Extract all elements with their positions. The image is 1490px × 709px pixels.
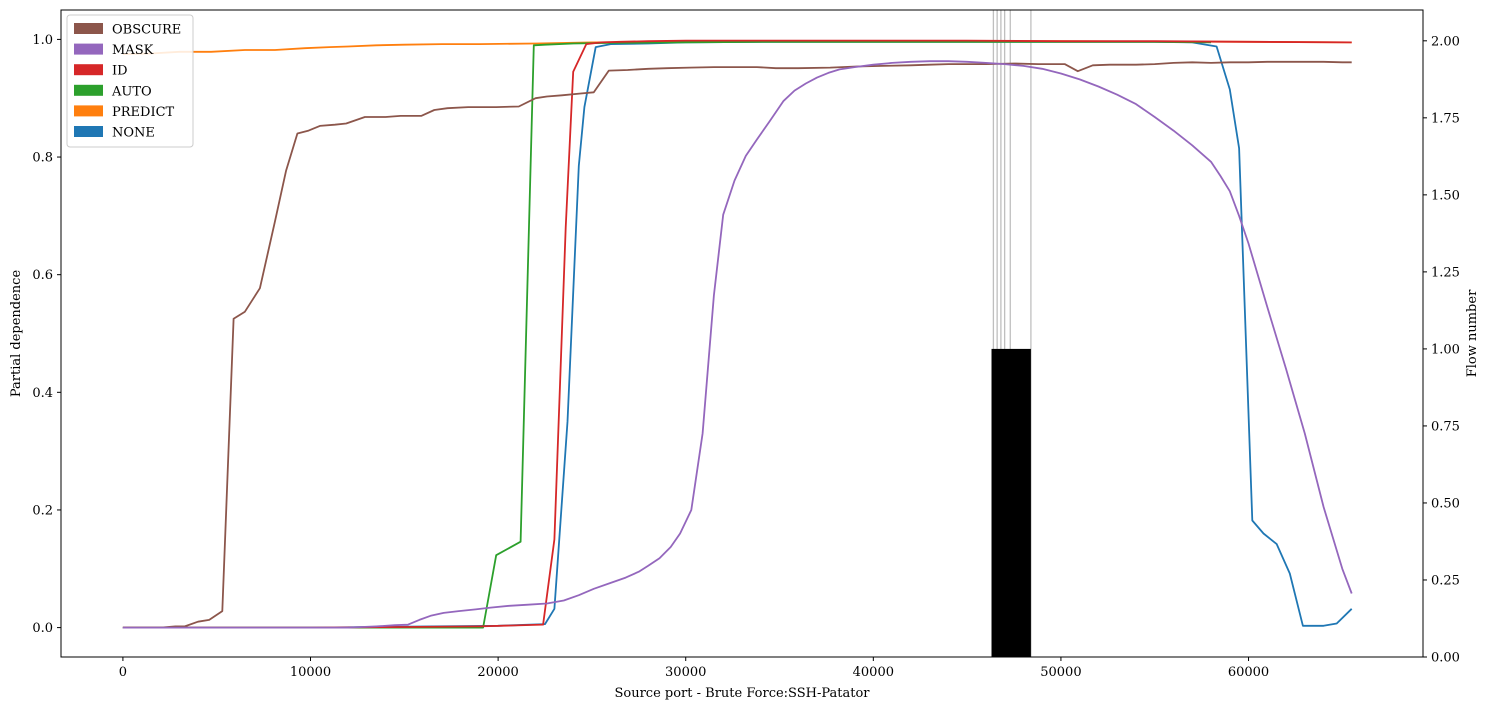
x-tick-label: 20000 (477, 665, 518, 680)
legend-label: ID (112, 64, 128, 79)
x-tick-label: 50000 (1040, 665, 1081, 680)
y2-axis-label: Flow number (1465, 289, 1480, 377)
y2-tick-label: 0.00 (1431, 651, 1460, 666)
legend-label: AUTO (111, 84, 152, 99)
y2-tick-label: 0.75 (1431, 419, 1460, 434)
series-line-none (122, 40, 1353, 629)
y2-tick-label: 0.25 (1431, 573, 1460, 588)
y2-tick-label: 1.50 (1431, 188, 1460, 203)
x-tick-label: 40000 (853, 665, 894, 680)
y-axis-right: 0.00 0.25 0.50 0.75 1.00 1.25 1.50 1.75 2.00 (1423, 34, 1460, 666)
series-line-auto (122, 40, 1212, 629)
legend-swatch (74, 23, 103, 34)
y-tick-label: 0.0 (32, 621, 53, 636)
series-line-id (122, 39, 1352, 629)
y2-tick-label: 2.00 (1431, 34, 1460, 49)
legend: OBSCURE MASK ID AUTO PREDICT NONE (66, 14, 194, 148)
series-line-predict (122, 40, 1352, 55)
series-group (122, 39, 1353, 629)
y2-tick-label: 1.75 (1431, 111, 1460, 126)
y-tick-label: 0.4 (32, 386, 53, 401)
y-axis-left: 0.0 0.2 0.4 0.6 0.8 1.0 (32, 33, 61, 636)
y2-tick-label: 1.25 (1431, 265, 1460, 280)
legend-swatch (74, 105, 103, 117)
y-tick-label: 1.0 (32, 33, 53, 48)
x-tick-label: 30000 (665, 665, 706, 680)
x-tick-label: 60000 (1228, 665, 1269, 680)
x-axis: 0 10000 20000 30000 40000 50000 60000 (119, 657, 1269, 680)
histogram-bar (991, 348, 1031, 657)
legend-swatch (74, 43, 103, 55)
series-line-obscure (122, 60, 1352, 629)
x-tick-label: 0 (119, 665, 127, 680)
flow-histogram (991, 10, 1032, 657)
y2-tick-label: 1.00 (1431, 342, 1460, 357)
x-axis-label: Source port - Brute Force:SSH-Patator (614, 686, 870, 701)
legend-label: PREDICT (112, 105, 175, 120)
x-tick-label: 10000 (290, 665, 331, 680)
y-tick-label: 0.2 (32, 503, 53, 518)
series-line-mask (122, 60, 1353, 629)
legend-swatch (74, 84, 103, 96)
legend-label: MASK (112, 43, 154, 58)
y-tick-label: 0.6 (32, 268, 53, 283)
legend-swatch (74, 64, 103, 76)
y-tick-label: 0.8 (32, 151, 53, 166)
legend-label: OBSCURE (112, 23, 181, 38)
legend-label: NONE (112, 126, 155, 141)
y-axis-label: Partial dependence (9, 270, 24, 398)
plot-frame (60, 9, 1424, 658)
y2-tick-label: 0.50 (1431, 496, 1460, 511)
legend-swatch (74, 126, 103, 137)
